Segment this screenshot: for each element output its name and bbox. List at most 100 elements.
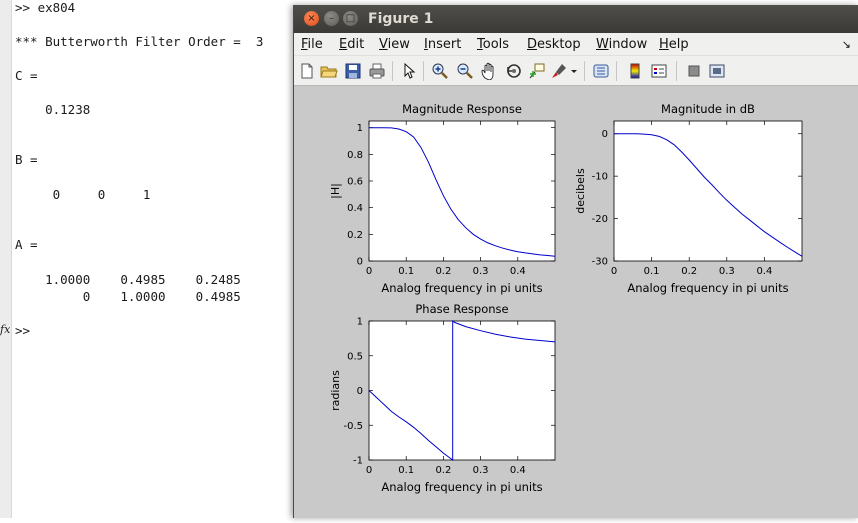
window-title: Figure 1 xyxy=(368,11,434,27)
y-tick-label: 0 xyxy=(357,386,363,397)
x-tick-label: 0 xyxy=(611,266,617,277)
menu-mnemonic: E xyxy=(339,37,348,52)
brush-dropdown-icon[interactable] xyxy=(570,62,578,80)
minimize-icon: – xyxy=(329,13,334,24)
command-output-line: B = xyxy=(15,152,38,167)
close-button[interactable]: × xyxy=(304,11,319,26)
x-tick-label: 0.4 xyxy=(756,266,772,277)
pan-hand-icon[interactable] xyxy=(480,62,498,80)
axes-box-1 xyxy=(368,120,556,262)
y-tick-label: -0.5 xyxy=(343,421,363,432)
toolbar-separator xyxy=(423,61,424,81)
dock-figure-icon[interactable]: ↘ xyxy=(841,39,851,51)
menu-bar: File Edit View Insert Tools Desktop Wind… xyxy=(294,33,858,56)
y-tick-label: 0.2 xyxy=(347,230,363,241)
data-line-2 xyxy=(614,133,803,257)
x-tick-label: 0.1 xyxy=(644,266,660,277)
y-tick-label: -20 xyxy=(592,214,608,225)
minimize-button[interactable]: – xyxy=(324,11,339,26)
toolbar-separator xyxy=(392,61,393,81)
chart-title: Magnitude Response xyxy=(402,102,522,116)
x-tick-label: 0.2 xyxy=(435,465,451,476)
menu-label: iew xyxy=(387,37,410,52)
menu-label: dit xyxy=(347,37,365,52)
command-output-line: 0 0 1 xyxy=(15,187,151,202)
title-bar[interactable]: × – □ Figure 1 xyxy=(294,5,858,33)
show-plot-tools-icon[interactable] xyxy=(708,62,726,80)
open-file-icon[interactable] xyxy=(320,62,338,80)
command-line: >> ex804 xyxy=(15,0,76,15)
zoom-in-icon[interactable] xyxy=(431,62,449,80)
x-tick-label: 0.3 xyxy=(719,266,735,277)
command-output-line: *** Butterworth Filter Order = 3 xyxy=(15,34,264,49)
zoom-out-icon[interactable] xyxy=(456,62,474,80)
x-tick-label: 0.3 xyxy=(473,266,489,277)
insert-legend-icon[interactable] xyxy=(650,62,668,80)
x-tick-label: 0.4 xyxy=(510,465,526,476)
toolbar-separator xyxy=(616,61,617,81)
x-tick-label: 0 xyxy=(366,465,372,476)
menu-label: ools xyxy=(482,37,510,52)
y-tick-label: 0 xyxy=(602,129,608,140)
new-figure-icon[interactable] xyxy=(298,62,316,80)
x-tick-label: 0.2 xyxy=(681,266,697,277)
print-icon[interactable] xyxy=(368,62,386,80)
figure-window: × – □ Figure 1 File Edit View Insert Too… xyxy=(293,5,858,518)
maximize-icon: □ xyxy=(345,13,356,24)
y-axis-label: radians xyxy=(329,370,342,411)
x-axis-label: Analog frequency in pi units xyxy=(627,281,788,295)
data-cursor-icon[interactable] xyxy=(528,62,546,80)
menu-help[interactable]: Help xyxy=(659,37,689,52)
close-icon: × xyxy=(307,13,316,24)
menu-window[interactable]: Window xyxy=(596,37,647,52)
menu-label: ile xyxy=(307,37,323,52)
y-tick-label: 1 xyxy=(357,317,363,328)
x-tick-label: 0.2 xyxy=(435,266,451,277)
figure-canvas[interactable]: 0 0.1 0.2 0.3 0.4 0 0.2 0.4 0.6 0.8 1 Magnitude Res… xyxy=(294,86,858,518)
menu-mnemonic: D xyxy=(527,37,538,52)
y-tick-label: -1 xyxy=(353,456,363,467)
y-tick-label: -10 xyxy=(592,172,608,183)
x-axis-label: Analog frequency in pi units xyxy=(381,480,542,494)
command-prompt[interactable]: >> xyxy=(15,323,31,338)
y-tick-label: 1 xyxy=(357,123,363,134)
x-tick-label: 0 xyxy=(366,266,372,277)
brush-icon[interactable] xyxy=(550,62,568,80)
menu-mnemonic: F xyxy=(301,37,308,52)
command-output-line: 1.0000 0.4985 0.2485 xyxy=(15,272,241,287)
axes-box-3 xyxy=(368,320,556,461)
menu-desktop[interactable]: Desktop xyxy=(527,37,581,52)
command-output-line: A = xyxy=(15,237,38,252)
link-plot-icon[interactable] xyxy=(592,62,610,80)
y-tick-label: 0.8 xyxy=(347,150,363,161)
axes-box-2 xyxy=(613,120,803,262)
menu-mnemonic: V xyxy=(379,37,388,52)
plots-svg: 0 0.1 0.2 0.3 0.4 0 0.2 0.4 0.6 0.8 1 Magnitude Res… xyxy=(329,102,803,494)
y-tick-label: 0.6 xyxy=(347,177,363,188)
y-tick-label: 0.4 xyxy=(347,203,363,214)
menu-label: esktop xyxy=(537,37,581,52)
menu-view[interactable]: View xyxy=(379,37,410,52)
menu-edit[interactable]: Edit xyxy=(339,37,364,52)
hide-plot-tools-icon[interactable] xyxy=(685,62,703,80)
toolbar-separator xyxy=(676,61,677,81)
menu-label: elp xyxy=(668,37,689,52)
chart-title: Phase Response xyxy=(415,302,508,316)
y-tick-label: 0.5 xyxy=(347,351,363,362)
figure-toolbar xyxy=(294,56,858,86)
data-line-1 xyxy=(369,127,556,257)
edit-plot-arrow-icon[interactable] xyxy=(400,62,418,80)
menu-insert[interactable]: Insert xyxy=(424,37,461,52)
x-tick-label: 0.1 xyxy=(398,266,414,277)
save-icon[interactable] xyxy=(344,62,362,80)
function-browser-icon[interactable]: fx xyxy=(0,323,11,336)
menu-label: indow xyxy=(608,37,648,52)
command-output-line: 0.1238 xyxy=(15,102,91,117)
menu-file[interactable]: File xyxy=(301,37,323,52)
rotate-3d-icon[interactable] xyxy=(505,62,523,80)
maximize-button[interactable]: □ xyxy=(343,11,358,26)
menu-tools[interactable]: Tools xyxy=(477,37,509,52)
x-axis-label: Analog frequency in pi units xyxy=(381,281,542,295)
chart-title: Magnitude in dB xyxy=(661,102,755,116)
insert-colorbar-icon[interactable] xyxy=(626,62,644,80)
